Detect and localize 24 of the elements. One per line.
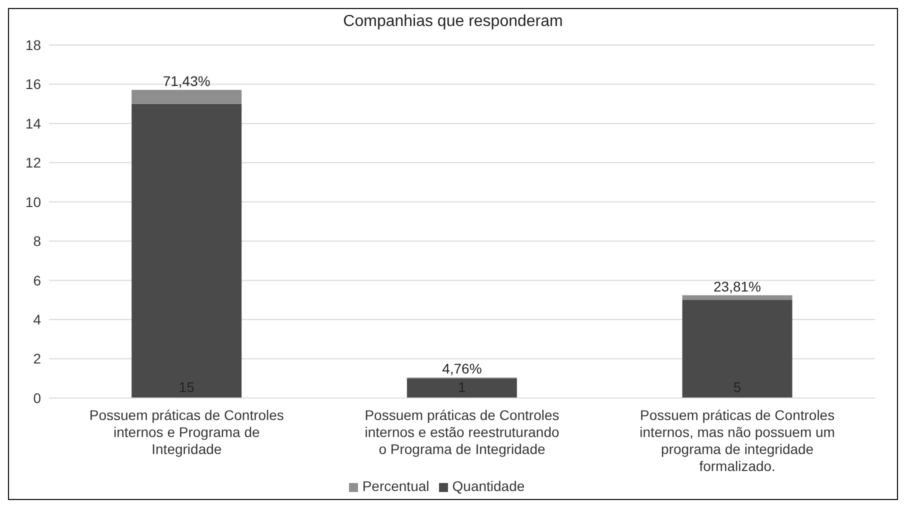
y-tick-label: 16 xyxy=(25,76,42,92)
y-tick-label: 14 xyxy=(25,115,42,132)
bar xyxy=(682,300,792,398)
y-tick-label: 0 xyxy=(33,390,42,406)
chart-title: Companhias que responderam xyxy=(342,12,564,32)
y-tick-label: 2 xyxy=(33,350,42,367)
legend-label: Percentual xyxy=(362,478,430,494)
bar xyxy=(132,104,242,398)
data-label: 71,43% xyxy=(162,72,210,89)
y-tick-label: 6 xyxy=(33,272,42,288)
bar xyxy=(682,295,792,300)
data-label: 23,81% xyxy=(714,278,762,294)
bar xyxy=(406,378,517,398)
bar xyxy=(132,90,242,104)
x-tick-label: Possuem práticas de Controles internos, mas não possuem um programa de integridade formalizado. xyxy=(640,407,835,474)
y-tick-label: 8 xyxy=(33,233,42,250)
y-tick-label: 10 xyxy=(25,194,42,210)
y-tick-label: 4 xyxy=(33,312,42,328)
y-tick-label: 18 xyxy=(25,36,42,53)
x-tick-label: Possuem práticas de Controles internos e Programa de Integridade xyxy=(89,407,284,457)
data-label: 4,76% xyxy=(442,360,482,376)
legend-label: Quantidade xyxy=(452,478,525,494)
x-tick-label: Possuem práticas de Controles internos e estão reestruturando o Programa de Integridade xyxy=(364,407,560,457)
y-tick-label: 12 xyxy=(25,154,42,171)
